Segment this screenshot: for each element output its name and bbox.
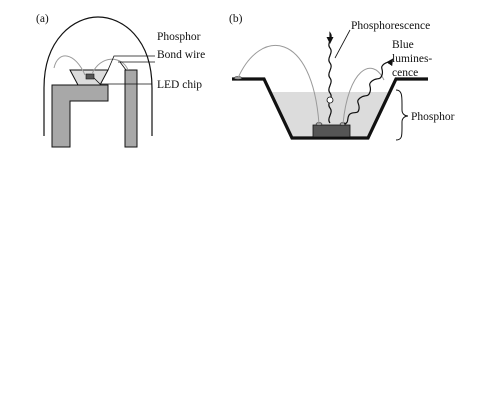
phosphor-particle <box>326 96 334 104</box>
phosphor-brace <box>395 89 409 141</box>
label-blue-line2: lumines- <box>392 53 432 65</box>
bond-wire-leader <box>118 61 155 71</box>
label-phosphor-a: Phosphor <box>157 31 201 43</box>
right-lead-frame <box>124 69 138 148</box>
panel-b-letter: (b) <box>229 13 243 25</box>
label-phosphorescence: Phosphorescence <box>351 20 430 32</box>
label-led-chip: LED chip <box>157 79 202 91</box>
panel-a: (a) Phosphor Bond wire LED chip <box>36 13 205 148</box>
bond-wire-a-left <box>53 55 86 76</box>
panel-a-letter: (a) <box>36 13 49 25</box>
reflector-cup-b <box>232 77 428 140</box>
bond-wire-b-right <box>342 67 385 125</box>
phosphorescence-wave <box>326 31 334 124</box>
label-blue-line1: Blue <box>392 39 414 51</box>
epoxy-dome <box>43 16 153 136</box>
label-blue-line3: cence <box>392 67 418 79</box>
bond-wire-a <box>91 58 129 75</box>
led-chip-a <box>85 73 95 80</box>
left-lead-frame <box>51 84 109 148</box>
bond-wire-b-left <box>237 45 320 125</box>
label-phosphor-b: Phosphor <box>411 111 455 123</box>
phosphorescence-leader <box>334 29 351 59</box>
phosphor-leader-a <box>107 55 155 71</box>
led-chip-leader <box>93 77 152 85</box>
blue-luminescence-wave <box>343 58 394 125</box>
label-bond-wire: Bond wire <box>157 49 205 61</box>
panel-b: (b) Phosphorescence Blue lumines- cence … <box>229 13 455 141</box>
led-chip-b <box>312 124 351 138</box>
